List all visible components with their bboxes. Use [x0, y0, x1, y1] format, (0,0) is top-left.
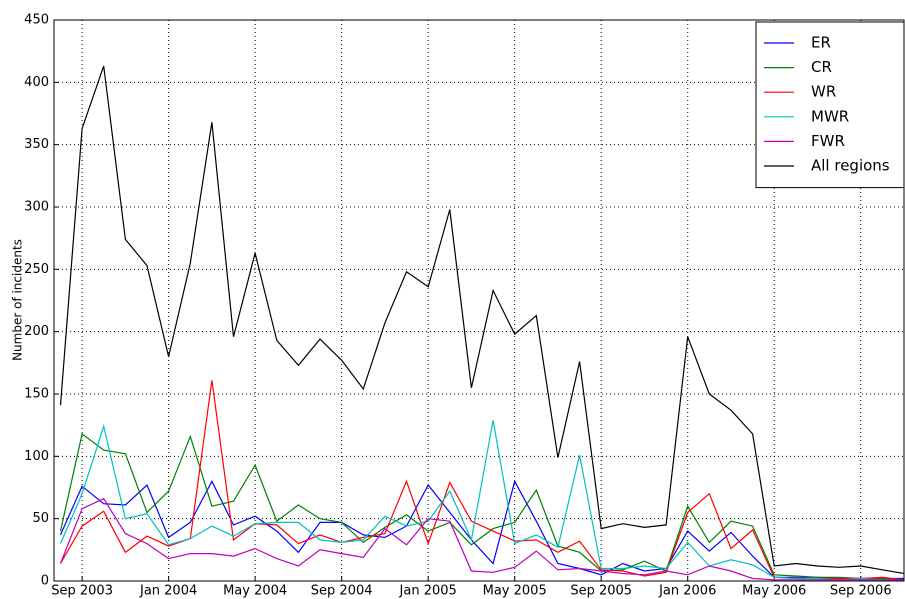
y-tick-label: 250 — [24, 262, 49, 277]
y-tick-label: 150 — [24, 387, 49, 402]
legend-label: WR — [811, 83, 836, 101]
x-tick-label: May 2004 — [223, 584, 287, 599]
y-tick-label: 50 — [32, 511, 49, 526]
x-tick-label: May 2005 — [483, 584, 547, 599]
legend-label: CR — [811, 58, 832, 76]
y-tick-label: 400 — [24, 75, 49, 90]
y-tick-label: 200 — [24, 324, 49, 339]
y-tick-label: 350 — [24, 137, 49, 152]
series-line — [59, 432, 905, 581]
y-tick-label: 450 — [24, 13, 49, 28]
plot-frame — [53, 19, 905, 582]
x-tick-label: Sep 2006 — [830, 584, 892, 599]
legend-label: FWR — [811, 132, 845, 150]
y-tick-label: 100 — [24, 449, 49, 464]
legend-label: MWR — [811, 107, 849, 125]
x-tick-label: Jan 2005 — [399, 584, 457, 599]
y-axis-label: Number of incidents — [11, 239, 25, 361]
series-line — [59, 380, 905, 581]
x-tick-label: Sep 2004 — [311, 584, 373, 599]
y-tick-label: 0 — [41, 574, 49, 589]
x-tick-label: May 2006 — [742, 584, 806, 599]
legend-box — [755, 21, 905, 189]
x-tick-label: Jan 2004 — [139, 584, 197, 599]
x-tick-label: Sep 2005 — [570, 584, 632, 599]
series-line — [59, 479, 904, 580]
x-tick-label: Jan 2006 — [658, 584, 716, 599]
x-tick-label: Sep 2003 — [51, 584, 113, 599]
legend-label: All regions — [811, 157, 890, 175]
y-tick-label: 300 — [24, 200, 49, 215]
series-line — [59, 420, 904, 581]
series-line — [59, 497, 904, 581]
legend-label: ER — [811, 34, 831, 52]
series-line — [59, 65, 905, 575]
